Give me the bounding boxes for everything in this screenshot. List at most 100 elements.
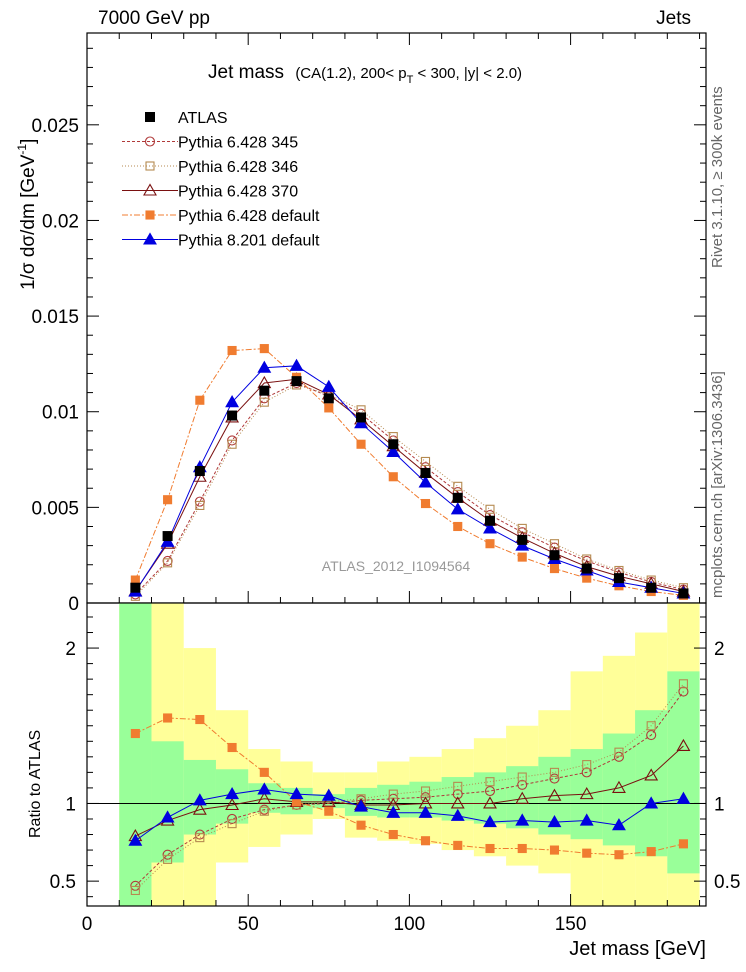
ratio-tick-label-right: 1 bbox=[714, 794, 725, 815]
legend-label-0: ATLAS bbox=[178, 110, 228, 127]
ratio-point-0 bbox=[227, 813, 238, 825]
ratio-point-2 bbox=[547, 788, 562, 801]
ratio-point-3 bbox=[324, 806, 334, 816]
series-point-4 bbox=[289, 358, 304, 371]
ratio-line-4 bbox=[135, 788, 684, 842]
atlas-data-point bbox=[613, 573, 624, 584]
series-point-3 bbox=[485, 539, 495, 549]
series-point-1 bbox=[485, 504, 495, 514]
series-point-4 bbox=[483, 521, 497, 534]
atlas-data-point bbox=[291, 376, 302, 387]
legend-label-2: Pythia 6.428 346 bbox=[178, 159, 298, 176]
plot-title: Jet mass (CA(1.2), 200< pT < 300, |y| < … bbox=[208, 62, 522, 86]
ratio-point-0 bbox=[678, 686, 689, 697]
ratio-point-3 bbox=[582, 848, 592, 858]
analysis-watermark: ATLAS_2012_I1094564 bbox=[322, 558, 471, 574]
series-point-3 bbox=[259, 344, 269, 354]
ratio-point-2 bbox=[515, 791, 530, 804]
ratio-point-1 bbox=[549, 767, 560, 777]
ratio-point-1 bbox=[678, 679, 688, 689]
ratio-point-4 bbox=[612, 818, 626, 831]
legend-label-3: Pythia 6.428 370 bbox=[178, 184, 298, 201]
x-axis-label: Jet mass [GeV] bbox=[569, 938, 706, 960]
y-tick-label: 0 bbox=[68, 594, 79, 615]
series-point-1 bbox=[163, 558, 173, 568]
ratio-y-label: Ratio to ATLAS bbox=[27, 730, 44, 838]
ratio-point-2 bbox=[483, 796, 497, 809]
x-tick-label: 50 bbox=[238, 914, 259, 935]
series-point-3 bbox=[453, 521, 463, 532]
series-point-3 bbox=[195, 395, 205, 405]
ratio-point-3 bbox=[485, 843, 495, 854]
series-point-1 bbox=[420, 456, 431, 467]
ratio-point-4 bbox=[160, 810, 175, 823]
ratio-point-2 bbox=[450, 796, 465, 809]
legend-marker-2 bbox=[145, 161, 155, 171]
ratio-point-3 bbox=[549, 845, 560, 855]
ratio-point-0 bbox=[646, 730, 657, 741]
atlas-data-point bbox=[130, 582, 141, 593]
series-point-1 bbox=[582, 554, 592, 564]
atlas-data-point bbox=[549, 550, 560, 561]
ratio-tick-label-left: 0.5 bbox=[50, 872, 76, 893]
series-point-3 bbox=[356, 439, 366, 449]
ratio-point-4 bbox=[289, 787, 304, 800]
axes: 0 50 100 150 0 0.005 0.01 0.015 0.02 0.025 0.5 0.5 1… bbox=[31, 33, 740, 935]
ratio-point-0 bbox=[452, 789, 463, 800]
atlas-data-point bbox=[484, 515, 495, 526]
ratio-point-3 bbox=[195, 714, 205, 725]
ratio-point-4 bbox=[321, 788, 336, 801]
y-tick-label: 0.025 bbox=[31, 116, 79, 137]
ratio-point-3 bbox=[356, 820, 366, 830]
ratio-point-0 bbox=[388, 793, 399, 804]
series-point-3 bbox=[388, 472, 398, 482]
atlas-data-point bbox=[517, 534, 528, 545]
ratio-point-3 bbox=[388, 829, 398, 840]
green-band-bin bbox=[151, 741, 184, 863]
legend: ATLAS Pythia 6.428 345 Pythia 6.428 346 Pyt… bbox=[122, 110, 320, 250]
ratio-point-3 bbox=[420, 836, 431, 846]
legend-marker-1 bbox=[144, 136, 156, 147]
ratio-point-4 bbox=[192, 793, 207, 806]
atlas-data-point bbox=[356, 412, 367, 423]
ratio-point-4 bbox=[644, 796, 659, 809]
series-point-4 bbox=[386, 444, 401, 457]
header-process: Jets bbox=[656, 8, 691, 29]
green-band-bin bbox=[635, 710, 668, 857]
x-tick-label: 0 bbox=[82, 914, 93, 935]
series-point-1 bbox=[227, 439, 237, 449]
legend-marker-5 bbox=[143, 232, 157, 245]
atlas-data-point bbox=[646, 582, 657, 593]
ratio-point-4 bbox=[386, 805, 401, 818]
ratio-point-1 bbox=[614, 747, 624, 757]
ratio-tick-label-left: 1 bbox=[65, 794, 76, 815]
y-tick-label: 0.02 bbox=[42, 211, 79, 232]
ratio-point-2 bbox=[612, 780, 626, 793]
ratio-point-1 bbox=[646, 721, 656, 731]
ratio-tick-label-left: 2 bbox=[65, 639, 76, 660]
ratio-point-4 bbox=[515, 813, 530, 826]
ratio-point-1 bbox=[130, 885, 140, 896]
ratio-point-3 bbox=[678, 839, 688, 849]
atlas-data-point bbox=[452, 492, 463, 503]
ratio-point-2 bbox=[257, 791, 272, 804]
atlas-data-point bbox=[388, 439, 399, 450]
series-point-1 bbox=[195, 500, 205, 510]
ratio-point-0 bbox=[484, 785, 496, 797]
series-line-0 bbox=[134, 382, 684, 595]
series-line-3 bbox=[134, 348, 684, 596]
series-line-2 bbox=[134, 378, 684, 593]
atlas-data-point bbox=[259, 385, 270, 396]
series-point-3 bbox=[549, 564, 560, 574]
green-band-bin bbox=[312, 794, 345, 809]
x-tick-label: 100 bbox=[394, 914, 426, 935]
y-tick-label: 0.005 bbox=[31, 498, 79, 519]
ratio-point-0 bbox=[517, 779, 528, 790]
ratio-tick-label-right: 2 bbox=[714, 639, 725, 660]
ratio-point-1 bbox=[227, 819, 237, 829]
ratio-point-1 bbox=[517, 772, 527, 782]
ratio-frame bbox=[86, 602, 707, 907]
series-point-3 bbox=[420, 498, 431, 509]
series-point-4 bbox=[418, 475, 433, 488]
